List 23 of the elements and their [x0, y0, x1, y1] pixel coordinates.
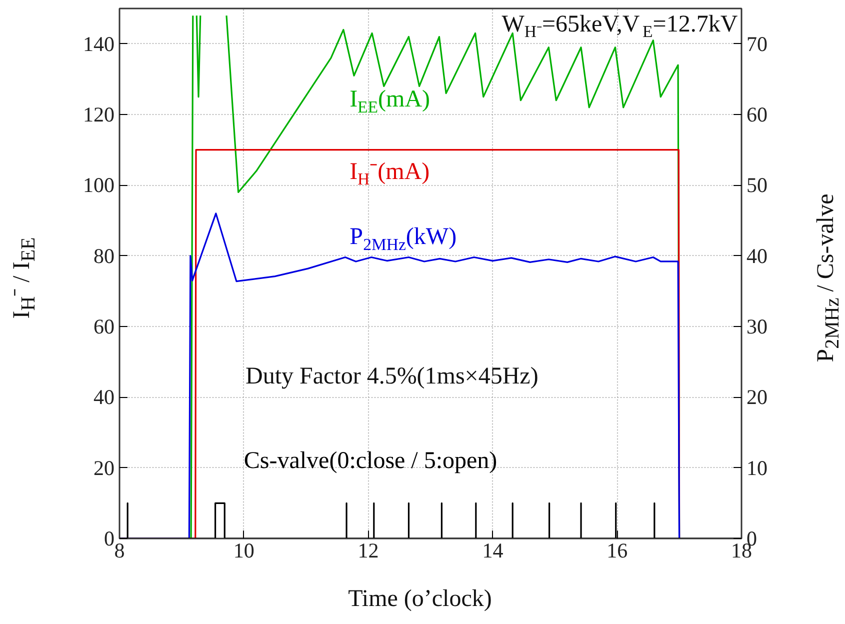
x-tick-label: 14 — [482, 538, 504, 562]
y2-tick-label: 30 — [746, 314, 768, 338]
y-tick-label: 120 — [83, 102, 114, 126]
x-tick-label: 16 — [606, 538, 628, 562]
y-tick-label: 140 — [83, 32, 114, 56]
y-tick-label: 60 — [94, 314, 114, 338]
y2-tick-label: 70 — [746, 32, 768, 56]
annotation: Duty Factor 4.5%(1ms×45Hz) — [246, 364, 538, 390]
y2-tick-label: 20 — [746, 385, 768, 410]
series-label: Cs-valve(0:close / 5:open) — [244, 448, 498, 474]
y2-tick-label: 60 — [746, 102, 768, 126]
y2-tick-label: 40 — [746, 244, 768, 268]
y2-tick-label: 10 — [746, 456, 768, 480]
y-tick-label: 40 — [94, 385, 114, 410]
x-tick-label: 10 — [233, 538, 254, 562]
y-tick-label: 20 — [94, 456, 114, 480]
x-tick-label: 12 — [358, 538, 379, 562]
y-tick-label: 80 — [94, 244, 114, 268]
y-tick-label: 0 — [104, 526, 114, 550]
y-tick-label: 100 — [83, 173, 114, 198]
y2-tick-label: 50 — [746, 173, 768, 198]
x-tick-label: 8 — [114, 538, 125, 562]
x-axis-title: Time (o’clock) — [347, 585, 493, 614]
